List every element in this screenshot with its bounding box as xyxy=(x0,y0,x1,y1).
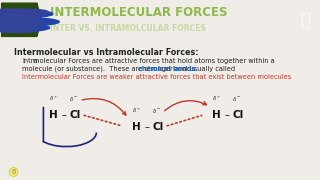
Text: molecule (or substance).  These are stronger and usually called: molecule (or substance). These are stron… xyxy=(22,66,238,72)
Text: chemical bonds.: chemical bonds. xyxy=(139,66,198,72)
FancyBboxPatch shape xyxy=(2,3,38,36)
Text: H: H xyxy=(212,110,221,120)
Text: $\delta^+$: $\delta^+$ xyxy=(132,106,141,115)
FancyArrowPatch shape xyxy=(82,99,126,115)
Circle shape xyxy=(0,10,40,18)
Text: molecular Forces are attractive forces that hold atoms together within a: molecular Forces are attractive forces t… xyxy=(33,58,275,64)
Circle shape xyxy=(0,18,59,26)
Circle shape xyxy=(0,15,40,21)
Text: Cl: Cl xyxy=(233,110,244,120)
Text: $\delta^-$: $\delta^-$ xyxy=(152,107,161,115)
Text: 👤: 👤 xyxy=(300,11,311,29)
Text: INTER VS. INTRAMOLCULAR FORCES: INTER VS. INTRAMOLCULAR FORCES xyxy=(50,24,205,33)
Circle shape xyxy=(0,24,50,32)
Text: INTERMOLECULAR FORCES: INTERMOLECULAR FORCES xyxy=(50,6,227,19)
Text: Intermolecular vs Intramolecular Forces:: Intermolecular vs Intramolecular Forces: xyxy=(14,48,199,57)
Circle shape xyxy=(0,10,53,18)
Text: $\delta^-$: $\delta^-$ xyxy=(69,95,78,103)
Circle shape xyxy=(0,21,45,26)
Circle shape xyxy=(3,9,48,15)
Text: $\delta^+$: $\delta^+$ xyxy=(49,94,58,103)
Text: $\delta^-$: $\delta^-$ xyxy=(232,95,241,103)
Text: H: H xyxy=(49,110,58,120)
Text: –: – xyxy=(145,122,150,132)
Text: Cl: Cl xyxy=(153,122,164,132)
Circle shape xyxy=(0,27,40,32)
Text: –: – xyxy=(62,110,67,120)
Circle shape xyxy=(0,9,32,15)
Text: H: H xyxy=(132,122,141,132)
Text: Intermolecular Forces are weaker attractive forces that exist between molecules: Intermolecular Forces are weaker attract… xyxy=(22,74,292,80)
Polygon shape xyxy=(2,3,42,36)
Text: Cl: Cl xyxy=(70,110,81,120)
Text: Intra: Intra xyxy=(22,58,38,64)
Text: $\delta^+$: $\delta^+$ xyxy=(212,94,221,103)
Text: 6: 6 xyxy=(12,169,16,175)
Text: –: – xyxy=(225,110,230,120)
FancyArrowPatch shape xyxy=(164,101,206,111)
Circle shape xyxy=(0,18,46,26)
Circle shape xyxy=(0,21,35,26)
Circle shape xyxy=(0,24,42,32)
